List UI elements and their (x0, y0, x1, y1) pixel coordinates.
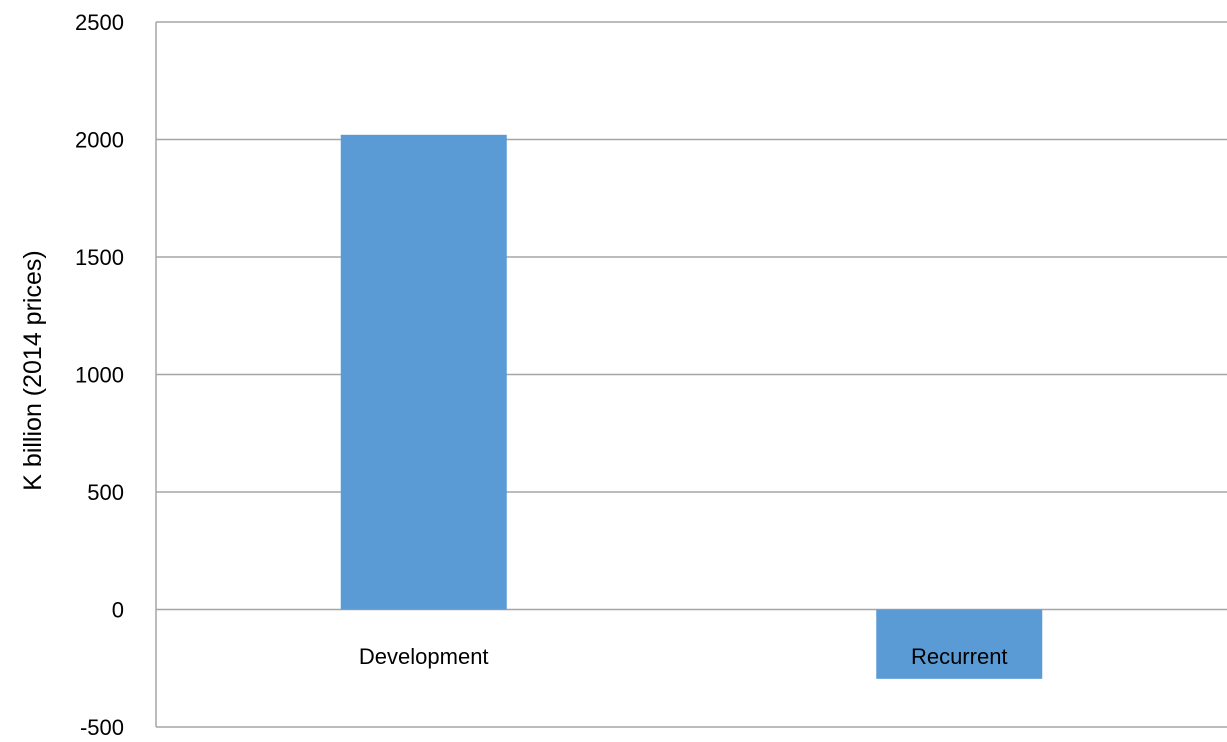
y-tick-label: 2000 (75, 128, 124, 153)
y-tick-label: 1000 (75, 363, 124, 388)
y-axis-title: K billion (2014 prices) (19, 250, 47, 490)
y-tick-label: 0 (112, 598, 124, 623)
category-label: Recurrent (911, 644, 1008, 669)
y-tick-label: 500 (87, 480, 124, 505)
y-tick-label: -500 (80, 715, 124, 740)
y-tick-label: 2500 (75, 10, 124, 35)
bar-recurrent (876, 609, 1043, 679)
category-labels: Development Recurrent (359, 644, 1008, 669)
gridlines (156, 21, 1227, 728)
y-tick-labels: 2500 2000 1500 1000 500 0 -500 (75, 10, 124, 740)
bar-development (340, 134, 507, 610)
category-label: Development (359, 644, 489, 669)
y-tick-label: 1500 (75, 245, 124, 270)
bars (340, 134, 1043, 679)
